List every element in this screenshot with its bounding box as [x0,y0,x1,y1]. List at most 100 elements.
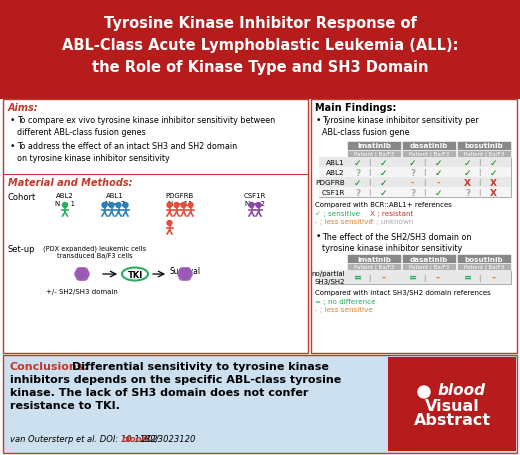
Text: |: | [424,274,426,281]
Text: |: | [478,169,481,176]
Bar [402,254,456,263]
Text: ✓: ✓ [489,168,497,177]
Text: blood: blood [122,434,148,443]
Text: .2023023120: .2023023120 [139,434,196,443]
Bar [402,142,456,151]
Text: Main Findings:: Main Findings: [315,103,396,113]
Text: Visual: Visual [425,399,479,414]
Circle shape [109,203,114,208]
Text: ✓: ✓ [354,158,361,167]
Text: -: - [436,273,440,283]
Text: =: = [409,273,417,283]
Text: X: X [464,178,471,187]
Text: ✓: ✓ [409,158,417,167]
Circle shape [182,274,188,281]
Text: ✓ ; sensitive: ✓ ; sensitive [315,211,360,217]
Text: Differential sensitivity to tyrosine kinase: Differential sensitivity to tyrosine kin… [72,361,329,371]
Text: the Role of Kinase Type and SH3 Domain: the Role of Kinase Type and SH3 Domain [92,60,428,75]
Bar [402,263,456,270]
Circle shape [116,203,121,208]
Text: Patient | Ba/F3: Patient | Ba/F3 [354,264,394,270]
Circle shape [83,271,89,278]
Bar [347,151,401,157]
Text: Patient | Ba/F3: Patient | Ba/F3 [409,152,449,157]
Bar [457,254,511,263]
Text: X: X [489,178,497,187]
Text: -: - [411,178,414,187]
Circle shape [79,268,85,275]
Text: Patient | Ba/F3: Patient | Ba/F3 [464,264,504,270]
Text: |: | [369,179,371,186]
Text: ?: ? [410,168,415,177]
Circle shape [79,274,85,281]
Text: bosutinib: bosutinib [465,143,503,149]
Text: blood: blood [438,383,486,398]
Bar [347,254,401,263]
Text: ?: ? [355,188,360,197]
Text: ✓: ✓ [464,168,472,177]
Bar [347,263,401,270]
Text: •: • [316,232,321,241]
Text: The effect of the SH2/SH3 domain on
tyrosine kinase inhibitor sensitivity: The effect of the SH2/SH3 domain on tyro… [322,232,471,252]
Bar [3,355,517,453]
Text: dasatinib: dasatinib [410,256,448,262]
Text: -: - [381,273,385,283]
Bar [457,151,511,157]
Text: ✓: ✓ [489,158,497,167]
Text: Aims:: Aims: [8,103,38,113]
Text: (PDX expanded) leukemic cells
transduced Ba/F3 cells: (PDX expanded) leukemic cells transduced… [44,244,147,258]
Text: =: = [354,273,362,283]
Text: Conclusions:: Conclusions: [10,361,89,371]
Bar [319,157,511,197]
Bar [457,263,511,270]
Ellipse shape [122,268,148,281]
Text: |: | [424,159,426,166]
Text: imatinib: imatinib [357,256,391,262]
Text: •: • [10,116,16,125]
Text: PDGFRB: PDGFRB [315,180,345,186]
Circle shape [174,203,179,208]
Circle shape [182,268,188,275]
Text: ABL2: ABL2 [327,170,345,176]
Bar [457,142,511,151]
Text: van Outersterp et al. DOI: 10.1182/: van Outersterp et al. DOI: 10.1182/ [10,434,159,443]
Text: Compared with BCR::ABL1+ references: Compared with BCR::ABL1+ references [315,202,452,207]
Text: ✓: ✓ [379,158,387,167]
Text: PDGFRB
N = 11: PDGFRB N = 11 [166,192,194,206]
Bar [319,187,511,197]
Text: ABL2
N = 1: ABL2 N = 1 [55,192,75,206]
Circle shape [178,271,184,278]
Text: |: | [424,189,426,196]
Text: - ; less sensitive: - ; less sensitive [315,218,373,224]
Text: -: - [436,178,440,187]
Circle shape [123,203,128,208]
Text: ?: ? [465,188,471,197]
Text: Set-up: Set-up [8,244,35,253]
Text: Patient | Ba/F3: Patient | Ba/F3 [409,264,449,270]
Bar [311,100,517,353]
Text: +/- SH2/SH3 domain: +/- SH2/SH3 domain [46,288,118,294]
Circle shape [184,274,191,281]
Text: Tyrosine Kinase Inhibitor Response of: Tyrosine Kinase Inhibitor Response of [103,16,417,31]
Bar [319,157,511,167]
Text: Patient | Ba/F3: Patient | Ba/F3 [464,152,504,157]
Circle shape [188,203,193,208]
Bar [388,357,516,451]
Text: ✓: ✓ [464,158,472,167]
Text: ABL1: ABL1 [327,160,345,166]
Circle shape [184,268,191,275]
Text: = ; no difference: = ; no difference [315,298,375,304]
Text: To address the effect of an intact SH3 and SH2 domain
on tyrosine kinase inhibit: To address the effect of an intact SH3 a… [17,142,237,162]
Text: |: | [478,189,481,196]
Text: no/partial
SH3/SH2: no/partial SH3/SH2 [311,271,345,284]
Text: •: • [10,142,16,151]
Text: ABL-Class Acute Lymphoblastic Leukemia (ALL):: ABL-Class Acute Lymphoblastic Leukemia (… [62,38,458,53]
Circle shape [167,221,172,226]
Text: Compared with intact SH3/SH2 domain references: Compared with intact SH3/SH2 domain refe… [315,289,491,295]
Text: ✓: ✓ [379,168,387,177]
Text: |: | [478,159,481,166]
Circle shape [76,274,83,281]
Text: Abstract: Abstract [413,413,490,428]
Circle shape [256,203,261,208]
Circle shape [418,386,430,398]
